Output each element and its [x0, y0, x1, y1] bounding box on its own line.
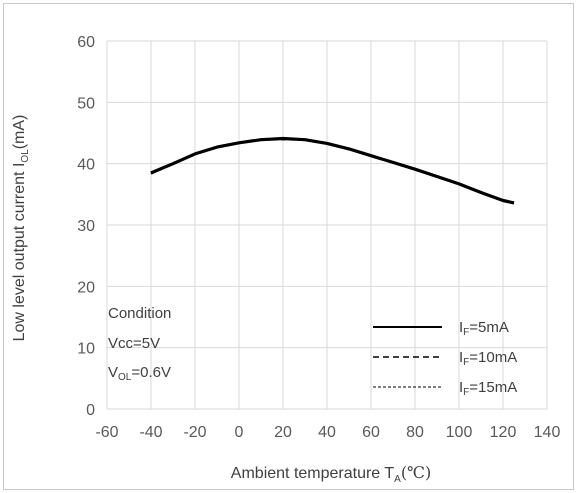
x-tick-label: 40: [318, 424, 336, 441]
y-tick-label: 60: [77, 34, 95, 51]
legend: IF=5mA IF=10mA IF=15mA: [373, 319, 517, 398]
x-tick-label: 100: [446, 424, 473, 441]
x-tick-labels: -60 -40 -20 0 20 40 60 80 100 120 140: [95, 424, 560, 441]
x-tick-label: 80: [406, 424, 424, 441]
y-tick-label: 50: [77, 95, 95, 112]
legend-label-3: IF=15mA: [459, 379, 517, 398]
condition-vcc: Vcc=5V: [108, 335, 160, 352]
y-tick-labels: 0 10 20 30 40 50 60: [77, 34, 95, 419]
y-tick-label: 0: [86, 402, 95, 419]
y-tick-label: 20: [77, 279, 95, 296]
condition-title: Condition: [108, 305, 171, 322]
series-line-3: [150, 137, 515, 203]
x-tick-label: 140: [534, 424, 561, 441]
y-tick-label: 10: [77, 341, 95, 358]
x-tick-label: -40: [139, 424, 162, 441]
grid: [106, 40, 548, 410]
x-tick-label: 0: [235, 424, 244, 441]
series-line-1: [150, 136, 515, 205]
x-tick-label: 60: [362, 424, 380, 441]
y-tick-label: 40: [77, 157, 95, 174]
x-tick-label: 120: [490, 424, 517, 441]
x-tick-label: 20: [274, 424, 292, 441]
series-line-2: [150, 137, 515, 205]
chart-frame: [3, 3, 574, 490]
x-tick-label: -60: [95, 424, 118, 441]
series-lines: [150, 136, 515, 205]
legend-label-1: IF=5mA: [459, 319, 509, 338]
x-tick-label: -20: [183, 424, 206, 441]
y-axis-title: Low level output current IOL(mA): [11, 115, 31, 342]
condition-vol: VOL=0.6V: [108, 364, 171, 383]
y-tick-label: 30: [77, 218, 95, 235]
x-axis-title: Ambient temperature TA(℃): [231, 463, 431, 485]
legend-label-2: IF=10mA: [459, 349, 517, 368]
